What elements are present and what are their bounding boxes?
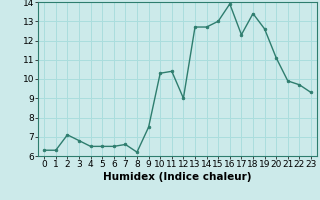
X-axis label: Humidex (Indice chaleur): Humidex (Indice chaleur) [103,172,252,182]
